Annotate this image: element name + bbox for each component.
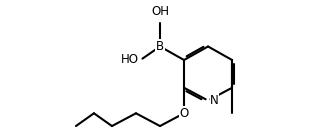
Text: OH: OH <box>151 5 169 18</box>
Text: HO: HO <box>121 54 139 67</box>
Text: O: O <box>180 107 189 120</box>
Text: B: B <box>156 40 164 53</box>
Text: N: N <box>210 94 219 107</box>
